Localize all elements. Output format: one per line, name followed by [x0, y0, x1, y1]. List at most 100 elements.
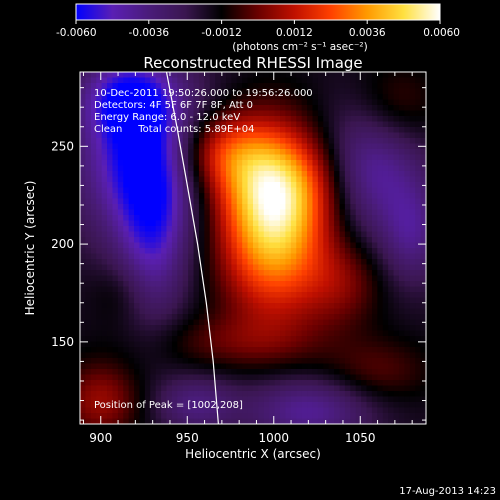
heatmap-cell [139, 121, 146, 128]
heatmap-cell [144, 143, 151, 150]
heatmap-cell [323, 363, 330, 370]
heatmap-cell [123, 407, 130, 414]
heatmap-cell [193, 77, 200, 84]
heatmap-cell [317, 231, 324, 238]
heatmap-cell [215, 358, 222, 365]
heatmap-cell [361, 336, 368, 343]
heatmap-cell [420, 336, 426, 343]
heatmap-cell [382, 160, 389, 167]
heatmap-cell [220, 303, 227, 310]
heatmap-cell [188, 116, 195, 123]
heatmap-cell [101, 363, 108, 370]
heatmap-cell [188, 264, 195, 271]
heatmap-cell [415, 308, 422, 315]
heatmap-cell [107, 270, 114, 277]
heatmap-cell [128, 407, 135, 414]
heatmap-cell [334, 99, 341, 106]
heatmap-cell [307, 215, 314, 222]
heatmap-cell [285, 193, 292, 200]
heatmap-cell [409, 198, 416, 205]
heatmap-cell [258, 116, 265, 123]
heatmap-cell [123, 187, 130, 194]
heatmap-cell [242, 391, 249, 398]
heatmap-cell [90, 149, 97, 156]
heatmap-cell [371, 286, 378, 293]
heatmap-cell [107, 215, 114, 222]
heatmap-cell [420, 325, 426, 332]
heatmap-cell [307, 391, 314, 398]
heatmap-cell [258, 336, 265, 343]
heatmap-cell [323, 369, 330, 376]
heatmap-cell [225, 83, 232, 90]
heatmap-cell [258, 374, 265, 381]
heatmap-cell [274, 363, 281, 370]
heatmap-cell [225, 176, 232, 183]
heatmap-cell [420, 259, 426, 266]
heatmap-cell [361, 297, 368, 304]
heatmap-cell [361, 165, 368, 172]
heatmap-cell [242, 358, 249, 365]
heatmap-cell [344, 286, 351, 293]
heatmap-cell [323, 292, 330, 299]
heatmap-cell [290, 231, 297, 238]
heatmap-cell [204, 253, 211, 260]
heatmap-cell [144, 303, 151, 310]
heatmap-cell [112, 330, 119, 337]
heatmap-cell [177, 171, 184, 178]
heatmap-cell [123, 319, 130, 326]
heatmap-cell [171, 237, 178, 244]
heatmap-cell [128, 286, 135, 293]
heatmap-cell [285, 407, 292, 414]
heatmap-cell [258, 209, 265, 216]
heatmap-cell [317, 297, 324, 304]
heatmap-cell [366, 270, 373, 277]
heatmap-cell [107, 402, 114, 409]
heatmap-cell [301, 253, 308, 260]
heatmap-cell [393, 308, 400, 315]
heatmap-cell [404, 297, 411, 304]
heatmap-cell [166, 363, 173, 370]
heatmap-cell [220, 94, 227, 101]
heatmap-cell [404, 308, 411, 315]
heatmap-cell [220, 193, 227, 200]
heatmap-cell [334, 369, 341, 376]
heatmap-cell [117, 264, 124, 271]
heatmap-cell [96, 374, 103, 381]
heatmap-cell [85, 116, 92, 123]
heatmap-cell [80, 204, 87, 211]
heatmap-cell [171, 94, 178, 101]
heatmap-cell [377, 99, 384, 106]
heatmap-cell [285, 204, 292, 211]
heatmap-cell [225, 402, 232, 409]
heatmap-cell [155, 248, 162, 255]
heatmap-cell [398, 138, 405, 145]
heatmap-cell [242, 220, 249, 227]
heatmap-cell [263, 198, 270, 205]
heatmap-cell [107, 132, 114, 139]
heatmap-cell [334, 363, 341, 370]
heatmap-cell [247, 231, 254, 238]
heatmap-cell [117, 182, 124, 189]
heatmap-cell [155, 286, 162, 293]
heatmap-cell [247, 341, 254, 348]
heatmap-cell [112, 418, 119, 424]
heatmap-cell [242, 336, 249, 343]
heatmap-cell [263, 209, 270, 216]
heatmap-cell [198, 204, 205, 211]
heatmap-cell [101, 374, 108, 381]
heatmap-cell [296, 308, 303, 315]
heatmap-cell [312, 204, 319, 211]
heatmap-cell [317, 391, 324, 398]
heatmap-cell [280, 281, 287, 288]
heatmap-cell [382, 154, 389, 161]
heatmap-cell [144, 259, 151, 266]
heatmap-cell [388, 242, 395, 249]
heatmap-cell [96, 94, 103, 101]
heatmap-cell [128, 72, 135, 79]
heatmap-cell [274, 193, 281, 200]
heatmap-cell [420, 407, 426, 414]
heatmap-cell [280, 413, 287, 420]
heatmap-cell [269, 99, 276, 106]
heatmap-cell [161, 314, 168, 321]
heatmap-cell [420, 209, 426, 216]
